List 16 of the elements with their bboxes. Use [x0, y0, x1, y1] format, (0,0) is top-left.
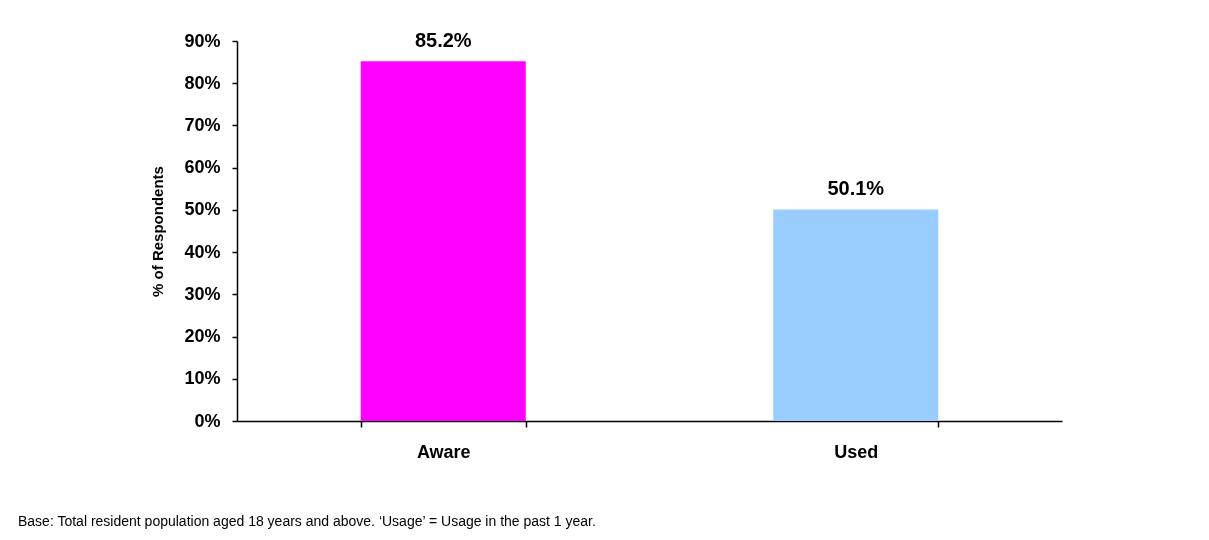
text: Base: Total resident population aged 18 years and above. ‘Usage’ = Usage in the past 1 year. [18, 513, 596, 529]
data-label: 85.2% [414, 29, 472, 52]
y-tick-label: 30% [184, 283, 221, 304]
y-tick-label: 20% [184, 326, 221, 347]
y-tick-label: 90% [184, 30, 221, 51]
y-tick-label: 50% [184, 199, 221, 220]
y-tick-label: 0% [194, 410, 221, 431]
y-tick-label: 10% [184, 368, 221, 389]
y-tick-label: 60% [184, 157, 221, 178]
y-tick-label: 80% [184, 72, 221, 93]
x-tick-label: Used [834, 441, 879, 462]
x-tick-label: Aware [416, 441, 471, 462]
y-axis-title: % of Respondents [149, 166, 167, 297]
data-label: 50.1% [827, 177, 885, 200]
y-tick-label: 70% [184, 114, 221, 135]
y-tick-label: 40% [184, 241, 221, 262]
